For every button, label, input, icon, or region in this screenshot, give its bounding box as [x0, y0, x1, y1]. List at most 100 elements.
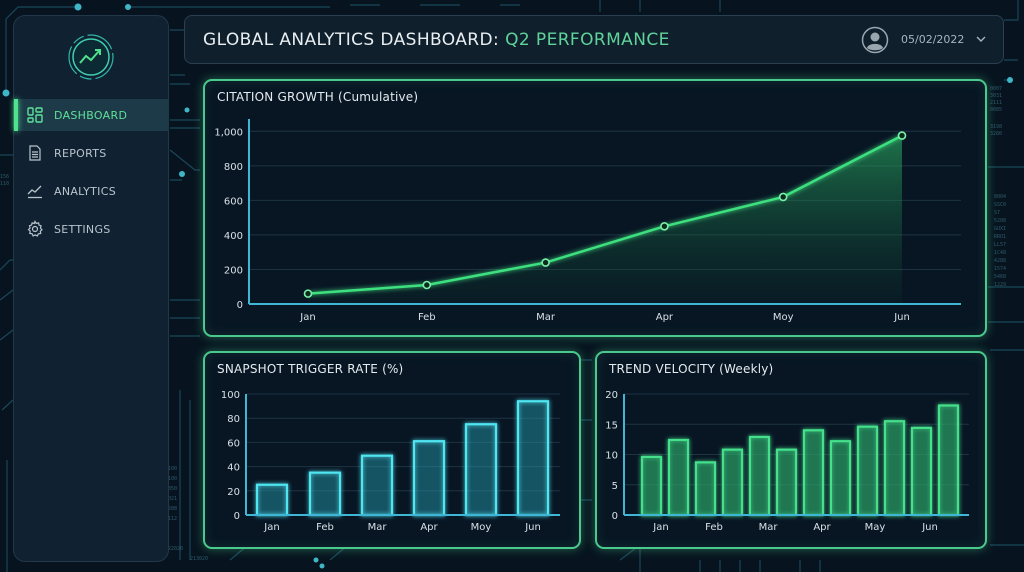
- x-tick-label: Jun: [921, 522, 938, 533]
- data-point[interactable]: [303, 289, 313, 298]
- user-avatar-icon[interactable]: [861, 26, 889, 54]
- svg-text:GUXI: GUXI: [994, 226, 1006, 232]
- svg-text:1C48: 1C48: [994, 250, 1006, 256]
- snapshot-trigger-chart: 0 20 40 60 80 100 Jan Feb Mar Apr Moy Jun: [221, 390, 560, 533]
- x-tick-label: Moy: [471, 522, 492, 533]
- svg-text:RRO1: RRO1: [994, 234, 1006, 240]
- y-tick-label: 20: [605, 390, 618, 401]
- y-tick-label: 0: [234, 511, 240, 522]
- y-tick-label: 20: [227, 487, 240, 498]
- data-point[interactable]: [778, 192, 788, 202]
- bar[interactable]: [883, 420, 906, 517]
- bar[interactable]: [856, 425, 879, 517]
- title-main: GLOBAL ANALYTICS DASHBOARD:: [203, 29, 500, 50]
- y-tick-label: 15: [605, 420, 618, 431]
- bar[interactable]: [412, 440, 446, 517]
- svg-text:8004: 8004: [994, 194, 1006, 200]
- bar[interactable]: [694, 461, 717, 517]
- svg-text:0007: 0007: [990, 86, 1002, 92]
- date-selector[interactable]: 05/02/2022: [901, 33, 965, 46]
- trend-velocity-chart: 0 5 10 15 20 Jan Feb Mar Apr May Jun: [605, 390, 969, 533]
- x-tick-label: Jan: [652, 522, 668, 533]
- y-tick-label: 5: [612, 481, 618, 492]
- header-bar: GLOBAL ANALYTICS DASHBOARD: Q2 PERFORMANC…: [184, 15, 1004, 64]
- sidebar-item-label: REPORTS: [54, 146, 107, 160]
- sidebar-item-reports[interactable]: REPORTS: [14, 137, 169, 169]
- x-tick-label: Apr: [656, 312, 674, 323]
- y-tick-label: 200: [224, 265, 243, 276]
- x-tick-label: Feb: [705, 522, 723, 533]
- sidebar-item-settings[interactable]: SETTINGS: [14, 213, 169, 245]
- citation-growth-panel: CITATION GROWTH (Cumulative) 0 200 400 600 8…: [203, 79, 987, 337]
- bar[interactable]: [464, 423, 498, 517]
- y-tick-label: 1,000: [214, 127, 243, 138]
- data-point[interactable]: [422, 280, 432, 290]
- sidebar-item-label: ANALYTICS: [54, 184, 116, 198]
- bar[interactable]: [516, 400, 550, 517]
- page-title: GLOBAL ANALYTICS DASHBOARD: Q2 PERFORMANC…: [203, 30, 670, 50]
- y-tick-label: 0: [612, 511, 618, 522]
- bar[interactable]: [802, 429, 825, 517]
- sidebar: DASHBOARD REPORTS ANALYTICS SETTINGS: [13, 15, 169, 562]
- bar[interactable]: [308, 471, 342, 517]
- y-tick-label: 400: [224, 231, 243, 242]
- svg-text:5208: 5208: [994, 218, 1006, 224]
- chart-title: TREND VELOCITY (Weekly): [609, 362, 774, 376]
- x-tick-label: Feb: [418, 312, 436, 323]
- sidebar-nav: DASHBOARD REPORTS ANALYTICS SETTINGS: [14, 99, 169, 251]
- y-tick-label: 10: [605, 451, 618, 462]
- bar[interactable]: [775, 448, 798, 517]
- bar[interactable]: [640, 455, 663, 517]
- x-tick-label: May: [865, 522, 886, 533]
- svg-text:021: 021: [168, 496, 177, 502]
- svg-text:3198: 3198: [990, 124, 1002, 130]
- y-tick-label: 600: [224, 196, 243, 207]
- svg-text:2111: 2111: [990, 100, 1002, 106]
- y-tick-label: 60: [227, 438, 240, 449]
- bar[interactable]: [721, 448, 744, 517]
- bar[interactable]: [748, 435, 771, 517]
- sidebar-item-label: SETTINGS: [54, 222, 111, 236]
- bar[interactable]: [667, 438, 690, 517]
- bar[interactable]: [360, 454, 394, 517]
- citation-growth-chart: 0 200 400 600 800 1,000 Jan Feb Mar Apr Moy Jun: [214, 119, 961, 323]
- y-tick-label: 0: [237, 300, 243, 311]
- chevron-down-icon[interactable]: [975, 33, 987, 45]
- sidebar-item-analytics[interactable]: ANALYTICS: [14, 175, 169, 207]
- x-tick-label: Apr: [420, 522, 438, 533]
- x-tick-label: Mar: [759, 522, 779, 533]
- area-fill: [308, 135, 902, 304]
- svg-text:1229: 1229: [994, 282, 1006, 288]
- sidebar-item-label: DASHBOARD: [54, 108, 128, 122]
- svg-text:SSC0: SSC0: [994, 202, 1006, 208]
- x-tick-label: Apr: [813, 522, 831, 533]
- svg-text:1574: 1574: [994, 266, 1006, 272]
- svg-text:100: 100: [168, 476, 177, 482]
- svg-text:4288: 4288: [994, 258, 1006, 264]
- chart-title: SNAPSHOT TRIGGER RATE (%): [217, 362, 404, 376]
- bar[interactable]: [910, 426, 933, 517]
- x-tick-label: Jun: [524, 522, 541, 533]
- x-tick-label: Jan: [299, 312, 315, 323]
- svg-text:100: 100: [168, 466, 177, 472]
- y-tick-label: 100: [221, 390, 240, 401]
- sidebar-item-dashboard[interactable]: DASHBOARD: [14, 99, 169, 131]
- x-tick-label: Jan: [263, 522, 279, 533]
- document-icon: [29, 145, 41, 161]
- snapshot-trigger-panel: SNAPSHOT TRIGGER RATE (%) 0 20 40 60 80 100 Ja…: [203, 351, 581, 549]
- bar[interactable]: [829, 440, 852, 517]
- dashboard-grid-icon: [27, 107, 43, 123]
- svg-text:213020: 213020: [190, 556, 208, 562]
- chart-title: CITATION GROWTH (Cumulative): [217, 90, 419, 104]
- data-point[interactable]: [541, 258, 550, 267]
- bar[interactable]: [937, 404, 960, 517]
- data-line: [307, 134, 903, 295]
- data-point[interactable]: [897, 131, 907, 140]
- data-point[interactable]: [660, 221, 669, 231]
- bar[interactable]: [255, 483, 289, 517]
- trend-logo-icon[interactable]: [66, 32, 116, 82]
- svg-text:22020: 22020: [168, 546, 183, 552]
- x-tick-label: Mar: [368, 522, 388, 533]
- svg-text:S7: S7: [994, 210, 1000, 216]
- trend-velocity-panel: TREND VELOCITY (Weekly) 0 5 10 15 20 Jan Feb Ma…: [595, 351, 987, 549]
